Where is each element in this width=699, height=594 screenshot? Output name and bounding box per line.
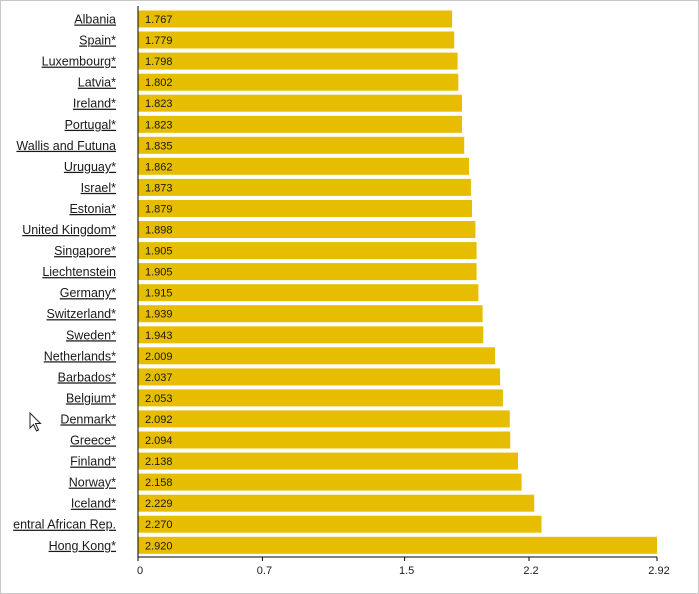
bar <box>138 305 483 323</box>
category-label[interactable]: Spain* <box>79 34 116 48</box>
category-label[interactable]: United Kingdom* <box>22 223 116 237</box>
category-label[interactable]: Albania <box>74 13 116 27</box>
data-label: 2.920 <box>145 540 173 552</box>
data-label: 2.094 <box>145 435 173 447</box>
category-label[interactable]: Wallis and Futuna <box>16 139 116 153</box>
category-label[interactable]: Greece* <box>70 434 116 448</box>
data-label: 1.823 <box>145 119 173 131</box>
bar <box>138 515 542 533</box>
category-label[interactable]: Norway* <box>69 476 116 490</box>
category-label[interactable]: Iceland* <box>71 497 116 511</box>
data-label: 1.767 <box>145 14 173 26</box>
bar <box>138 73 459 91</box>
category-label[interactable]: Hong Kong* <box>49 539 117 553</box>
x-tick-label: 0 <box>137 565 143 577</box>
bar <box>138 494 535 512</box>
category-label[interactable]: Germany* <box>60 286 116 300</box>
data-label: 2.009 <box>145 351 173 363</box>
category-label[interactable]: Ireland* <box>73 97 116 111</box>
x-tick-label: 2.2 <box>523 565 538 577</box>
data-label: 1.835 <box>145 140 173 152</box>
data-label: 2.138 <box>145 456 173 468</box>
bar <box>138 178 471 196</box>
bar <box>138 431 511 449</box>
bar <box>138 10 453 28</box>
bar <box>138 284 479 302</box>
x-tick-label: 2.92 <box>648 565 669 577</box>
data-label: 1.939 <box>145 309 173 321</box>
x-tick-label: 1.5 <box>399 565 414 577</box>
category-label[interactable]: Switzerland* <box>47 307 117 321</box>
bar <box>138 263 477 281</box>
data-label: 1.898 <box>145 225 173 237</box>
category-label[interactable]: Denmark* <box>60 412 116 426</box>
data-label: 1.915 <box>145 288 173 300</box>
data-label: 2.037 <box>145 372 173 384</box>
category-label[interactable]: Barbados* <box>58 370 117 384</box>
bar <box>138 536 657 554</box>
data-label: 1.943 <box>145 330 173 342</box>
data-label: 1.905 <box>145 267 173 279</box>
data-label: 1.798 <box>145 56 173 68</box>
data-label: 2.229 <box>145 498 173 510</box>
bar <box>138 368 501 386</box>
category-label[interactable]: Singapore* <box>54 244 116 258</box>
bar <box>138 200 472 217</box>
data-label: 1.862 <box>145 161 173 173</box>
bar <box>138 52 458 70</box>
category-label[interactable]: Uruguay* <box>64 160 116 174</box>
data-label: 1.779 <box>145 35 173 47</box>
bar <box>138 136 465 154</box>
category-label[interactable]: Luxembourg* <box>42 55 116 69</box>
data-label: 1.873 <box>145 182 173 194</box>
bar <box>138 31 455 49</box>
bar <box>138 452 518 470</box>
category-label[interactable]: Belgium* <box>66 391 116 405</box>
category-label[interactable]: Sweden* <box>66 328 116 342</box>
mouse-pointer-icon <box>29 411 43 437</box>
category-label[interactable]: Estonia* <box>69 202 116 216</box>
data-label: 1.879 <box>145 204 173 216</box>
data-label: 2.053 <box>145 393 173 405</box>
bar <box>138 326 484 344</box>
data-label: 2.092 <box>145 414 173 426</box>
category-label[interactable]: Netherlands* <box>44 349 116 363</box>
bar <box>138 389 503 407</box>
data-label: 1.823 <box>145 98 173 110</box>
bar <box>138 473 522 491</box>
category-label[interactable]: entral African Rep. <box>13 518 116 532</box>
bar <box>138 157 469 175</box>
bar <box>138 410 510 428</box>
data-label: 1.802 <box>145 77 173 89</box>
bar <box>138 242 477 260</box>
data-label: 2.270 <box>145 519 173 531</box>
category-label[interactable]: Liechtenstein <box>42 265 116 279</box>
category-label[interactable]: Portugal* <box>65 118 117 132</box>
bar <box>138 94 462 112</box>
data-label: 2.158 <box>145 477 173 489</box>
bar <box>138 115 462 133</box>
x-tick-label: 0.7 <box>257 565 272 577</box>
category-label[interactable]: Latvia* <box>78 76 116 90</box>
bar <box>138 221 476 238</box>
bar <box>138 347 496 365</box>
category-label[interactable]: Israel* <box>81 181 117 195</box>
category-label[interactable]: Finland* <box>70 455 116 469</box>
data-label: 1.905 <box>145 246 173 258</box>
